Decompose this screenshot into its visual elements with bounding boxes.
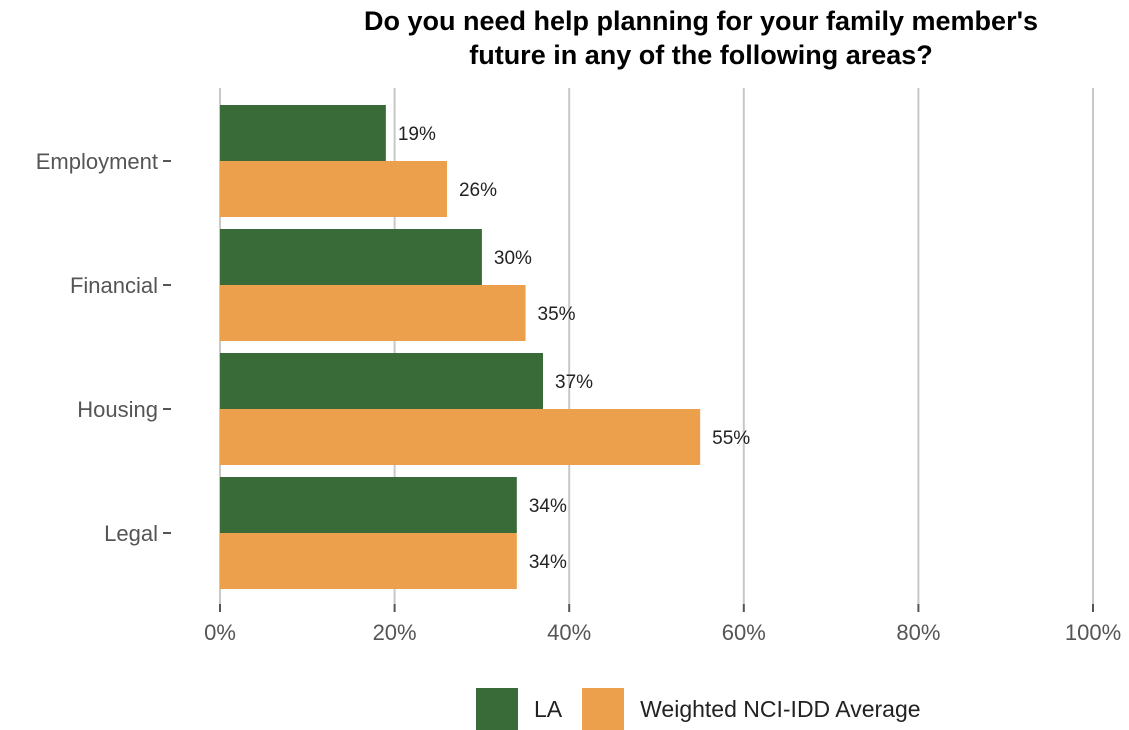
- data-label-la-financial: 30%: [494, 248, 532, 269]
- x-tick-label-100: 100%: [1065, 620, 1121, 645]
- axes: 0% 20% 40% 60% 80% 100% Employment Financial Hou…: [36, 149, 1121, 645]
- chart-title-line-2: future in any of the following areas?: [469, 40, 933, 70]
- legend: LA Weighted NCI-IDD Average: [476, 688, 941, 730]
- bar-weighted-nci-idd-average-legal: [220, 533, 517, 589]
- legend-label-la: LA: [534, 695, 563, 722]
- legend-item-la: LA: [476, 688, 562, 730]
- data-label-la-housing: 37%: [555, 372, 593, 393]
- data-labels: 19% 30% 37% 34% 26% 35% 55% 34%: [398, 124, 750, 573]
- x-tick-label-0: 0%: [204, 620, 236, 645]
- bar-la-legal: [220, 477, 517, 533]
- data-label-weighted-nci-idd-average-legal: 34%: [529, 552, 567, 573]
- x-tick-label-40: 40%: [547, 620, 591, 645]
- y-tick-label-employment: Employment: [36, 149, 158, 174]
- data-label-weighted-nci-idd-average-employment: 26%: [459, 180, 497, 201]
- bars: [220, 105, 701, 589]
- y-tick-label-legal: Legal: [104, 521, 158, 546]
- bar-la-housing: [220, 353, 544, 409]
- legend-swatch-la: [476, 688, 518, 730]
- x-tick-label-60: 60%: [722, 620, 766, 645]
- chart-title: Do you need help planning for your famil…: [220, 4, 1129, 72]
- bar-weighted-nci-idd-average-housing: [220, 409, 701, 465]
- y-tick-label-financial: Financial: [70, 273, 158, 298]
- bar-la-employment: [220, 105, 386, 161]
- legend-swatch-weighted-average: [582, 688, 625, 730]
- legend-label-weighted-average: Weighted NCI-IDD Average: [640, 695, 921, 722]
- bar-la-financial: [220, 229, 482, 285]
- x-tick-label-80: 80%: [896, 620, 940, 645]
- data-label-weighted-nci-idd-average-housing: 55%: [712, 428, 750, 449]
- legend-item-weighted-average: Weighted NCI-IDD Average: [582, 688, 921, 730]
- data-label-weighted-nci-idd-average-financial: 35%: [538, 304, 576, 325]
- y-tick-label-housing: Housing: [77, 397, 158, 422]
- chart-title-line-1: Do you need help planning for your famil…: [363, 6, 1039, 36]
- data-label-la-employment: 19%: [398, 124, 436, 145]
- x-tick-label-20: 20%: [373, 620, 417, 645]
- bar-weighted-nci-idd-average-employment: [220, 161, 447, 217]
- bar-weighted-nci-idd-average-financial: [220, 285, 526, 341]
- data-label-la-legal: 34%: [529, 496, 567, 517]
